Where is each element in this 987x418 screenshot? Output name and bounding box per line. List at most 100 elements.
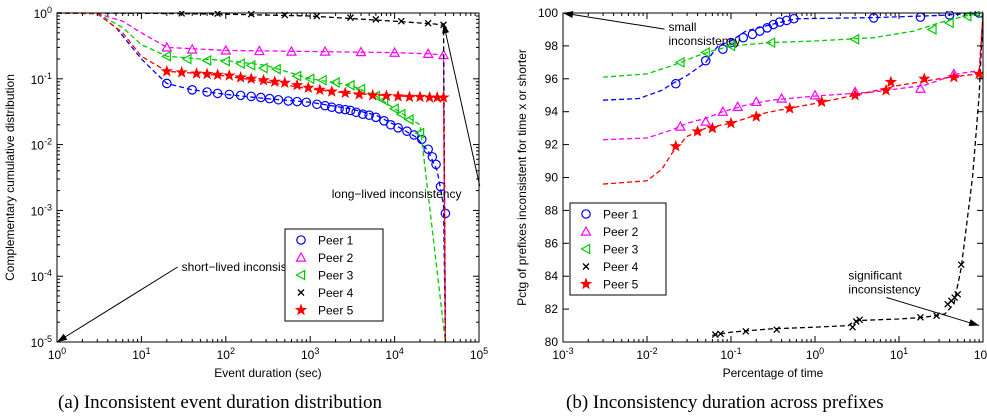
legend-marker bbox=[580, 225, 592, 236]
plot-area bbox=[57, 11, 451, 343]
data-point bbox=[352, 87, 366, 100]
data-point bbox=[440, 208, 451, 219]
legend: Peer 1 Peer 2 Peer 3 Peer 4 Peer 5 bbox=[569, 202, 667, 296]
data-point bbox=[245, 72, 258, 85]
chart-b: 10-3 10-2 10-1 100 101 102 80 82 84 86 88 90 92 94 96 9… bbox=[515, 6, 987, 380]
data-point bbox=[160, 64, 173, 77]
annotation-arrow-line bbox=[886, 297, 980, 327]
data-point bbox=[257, 62, 268, 74]
data-point bbox=[711, 331, 719, 339]
data-point bbox=[849, 33, 860, 45]
legend-marker bbox=[294, 303, 308, 316]
data-point bbox=[427, 152, 438, 162]
y-tick-label: 84 bbox=[545, 269, 559, 283]
legend-label: Peer 2 bbox=[603, 225, 639, 239]
legend-marker bbox=[296, 235, 306, 245]
data-point bbox=[319, 45, 331, 56]
data-point bbox=[273, 94, 284, 105]
data-point bbox=[220, 55, 230, 67]
annotation-1: long−lived inconsistency bbox=[332, 23, 481, 201]
data-point bbox=[717, 105, 729, 116]
y-tick-label: 80 bbox=[545, 335, 559, 349]
data-point bbox=[699, 46, 710, 58]
x-tick-label: 10-1 bbox=[720, 346, 741, 362]
data-point bbox=[914, 82, 926, 93]
legend-entry-peer-5: Peer 5 bbox=[294, 303, 354, 318]
legend-marker bbox=[295, 269, 306, 281]
series-line bbox=[603, 12, 980, 101]
legend-marker bbox=[297, 289, 305, 296]
annotation-text: long−lived inconsistency bbox=[332, 187, 462, 201]
x-axis-label: Percentage of time bbox=[723, 366, 824, 380]
data-point bbox=[750, 110, 763, 122]
y-axis-label: Complementary cumulative distribution bbox=[3, 74, 17, 281]
data-point bbox=[765, 37, 776, 49]
data-point bbox=[957, 261, 965, 269]
legend-label: Peer 1 bbox=[318, 234, 354, 248]
data-point bbox=[916, 313, 924, 321]
data-point bbox=[918, 72, 931, 85]
data-point bbox=[212, 88, 223, 99]
y-tick-label: 10-4 bbox=[31, 268, 52, 284]
data-point bbox=[403, 90, 416, 103]
y-tick-label: 90 bbox=[545, 171, 559, 185]
x-tick-label: 105 bbox=[470, 346, 488, 362]
series-line bbox=[603, 12, 982, 78]
legend-marker bbox=[580, 243, 591, 255]
data-point bbox=[856, 316, 864, 324]
data-point bbox=[943, 17, 954, 29]
data-point bbox=[773, 326, 781, 334]
data-point bbox=[355, 83, 366, 95]
annotation-arrow-head bbox=[442, 23, 450, 34]
data-point bbox=[403, 114, 414, 126]
data-point bbox=[220, 44, 232, 55]
legend-label: Peer 2 bbox=[318, 251, 354, 265]
data-point bbox=[380, 89, 393, 102]
data-point bbox=[290, 78, 304, 91]
series-line bbox=[603, 14, 983, 141]
data-point bbox=[879, 83, 893, 96]
caption-b: (b) Inconsistency duration across prefix… bbox=[566, 392, 884, 413]
legend-entry-peer-4: Peer 4 bbox=[582, 260, 639, 274]
annotation-2: significant inconsistency bbox=[848, 268, 980, 327]
data-point bbox=[292, 96, 302, 107]
x-tick-label: 102 bbox=[974, 346, 987, 362]
data-point bbox=[700, 115, 712, 126]
x-tick-label: 104 bbox=[385, 346, 403, 362]
legend-label: Peer 5 bbox=[318, 304, 354, 318]
x-axis-label: Event duration (sec) bbox=[214, 366, 321, 380]
data-point bbox=[162, 78, 172, 89]
data-point bbox=[312, 99, 322, 110]
y-tick-label: 92 bbox=[545, 138, 559, 152]
legend-entry-peer-3: Peer 3 bbox=[580, 243, 639, 257]
data-point bbox=[423, 144, 433, 155]
data-point bbox=[366, 88, 379, 101]
data-point bbox=[395, 108, 406, 120]
data-point bbox=[732, 101, 744, 111]
data-point bbox=[347, 14, 354, 22]
legend-entry-peer-2: Peer 2 bbox=[295, 251, 354, 265]
series-line bbox=[57, 12, 447, 343]
legend-marker bbox=[581, 209, 591, 219]
data-point bbox=[389, 46, 401, 57]
data-point bbox=[325, 85, 338, 97]
x-tick-label: 10-2 bbox=[636, 346, 657, 362]
data-point bbox=[313, 83, 326, 96]
annotation-text: small inconsistency bbox=[668, 20, 740, 48]
legend-label: Peer 3 bbox=[318, 269, 354, 283]
data-point bbox=[339, 86, 352, 99]
y-tick-label: 10-3 bbox=[31, 202, 52, 218]
data-point bbox=[364, 110, 374, 120]
legend-label: Peer 4 bbox=[603, 260, 639, 274]
series-line bbox=[603, 14, 983, 185]
data-point bbox=[674, 56, 685, 68]
legend-marker bbox=[582, 263, 590, 270]
data-point bbox=[313, 12, 321, 20]
legend-entry-peer-5: Peer 5 bbox=[579, 278, 639, 292]
y-tick-label: 100 bbox=[34, 5, 52, 21]
data-point bbox=[768, 19, 779, 30]
legend-label: Peer 5 bbox=[603, 278, 639, 292]
data-point bbox=[268, 75, 281, 88]
data-point bbox=[915, 12, 926, 22]
